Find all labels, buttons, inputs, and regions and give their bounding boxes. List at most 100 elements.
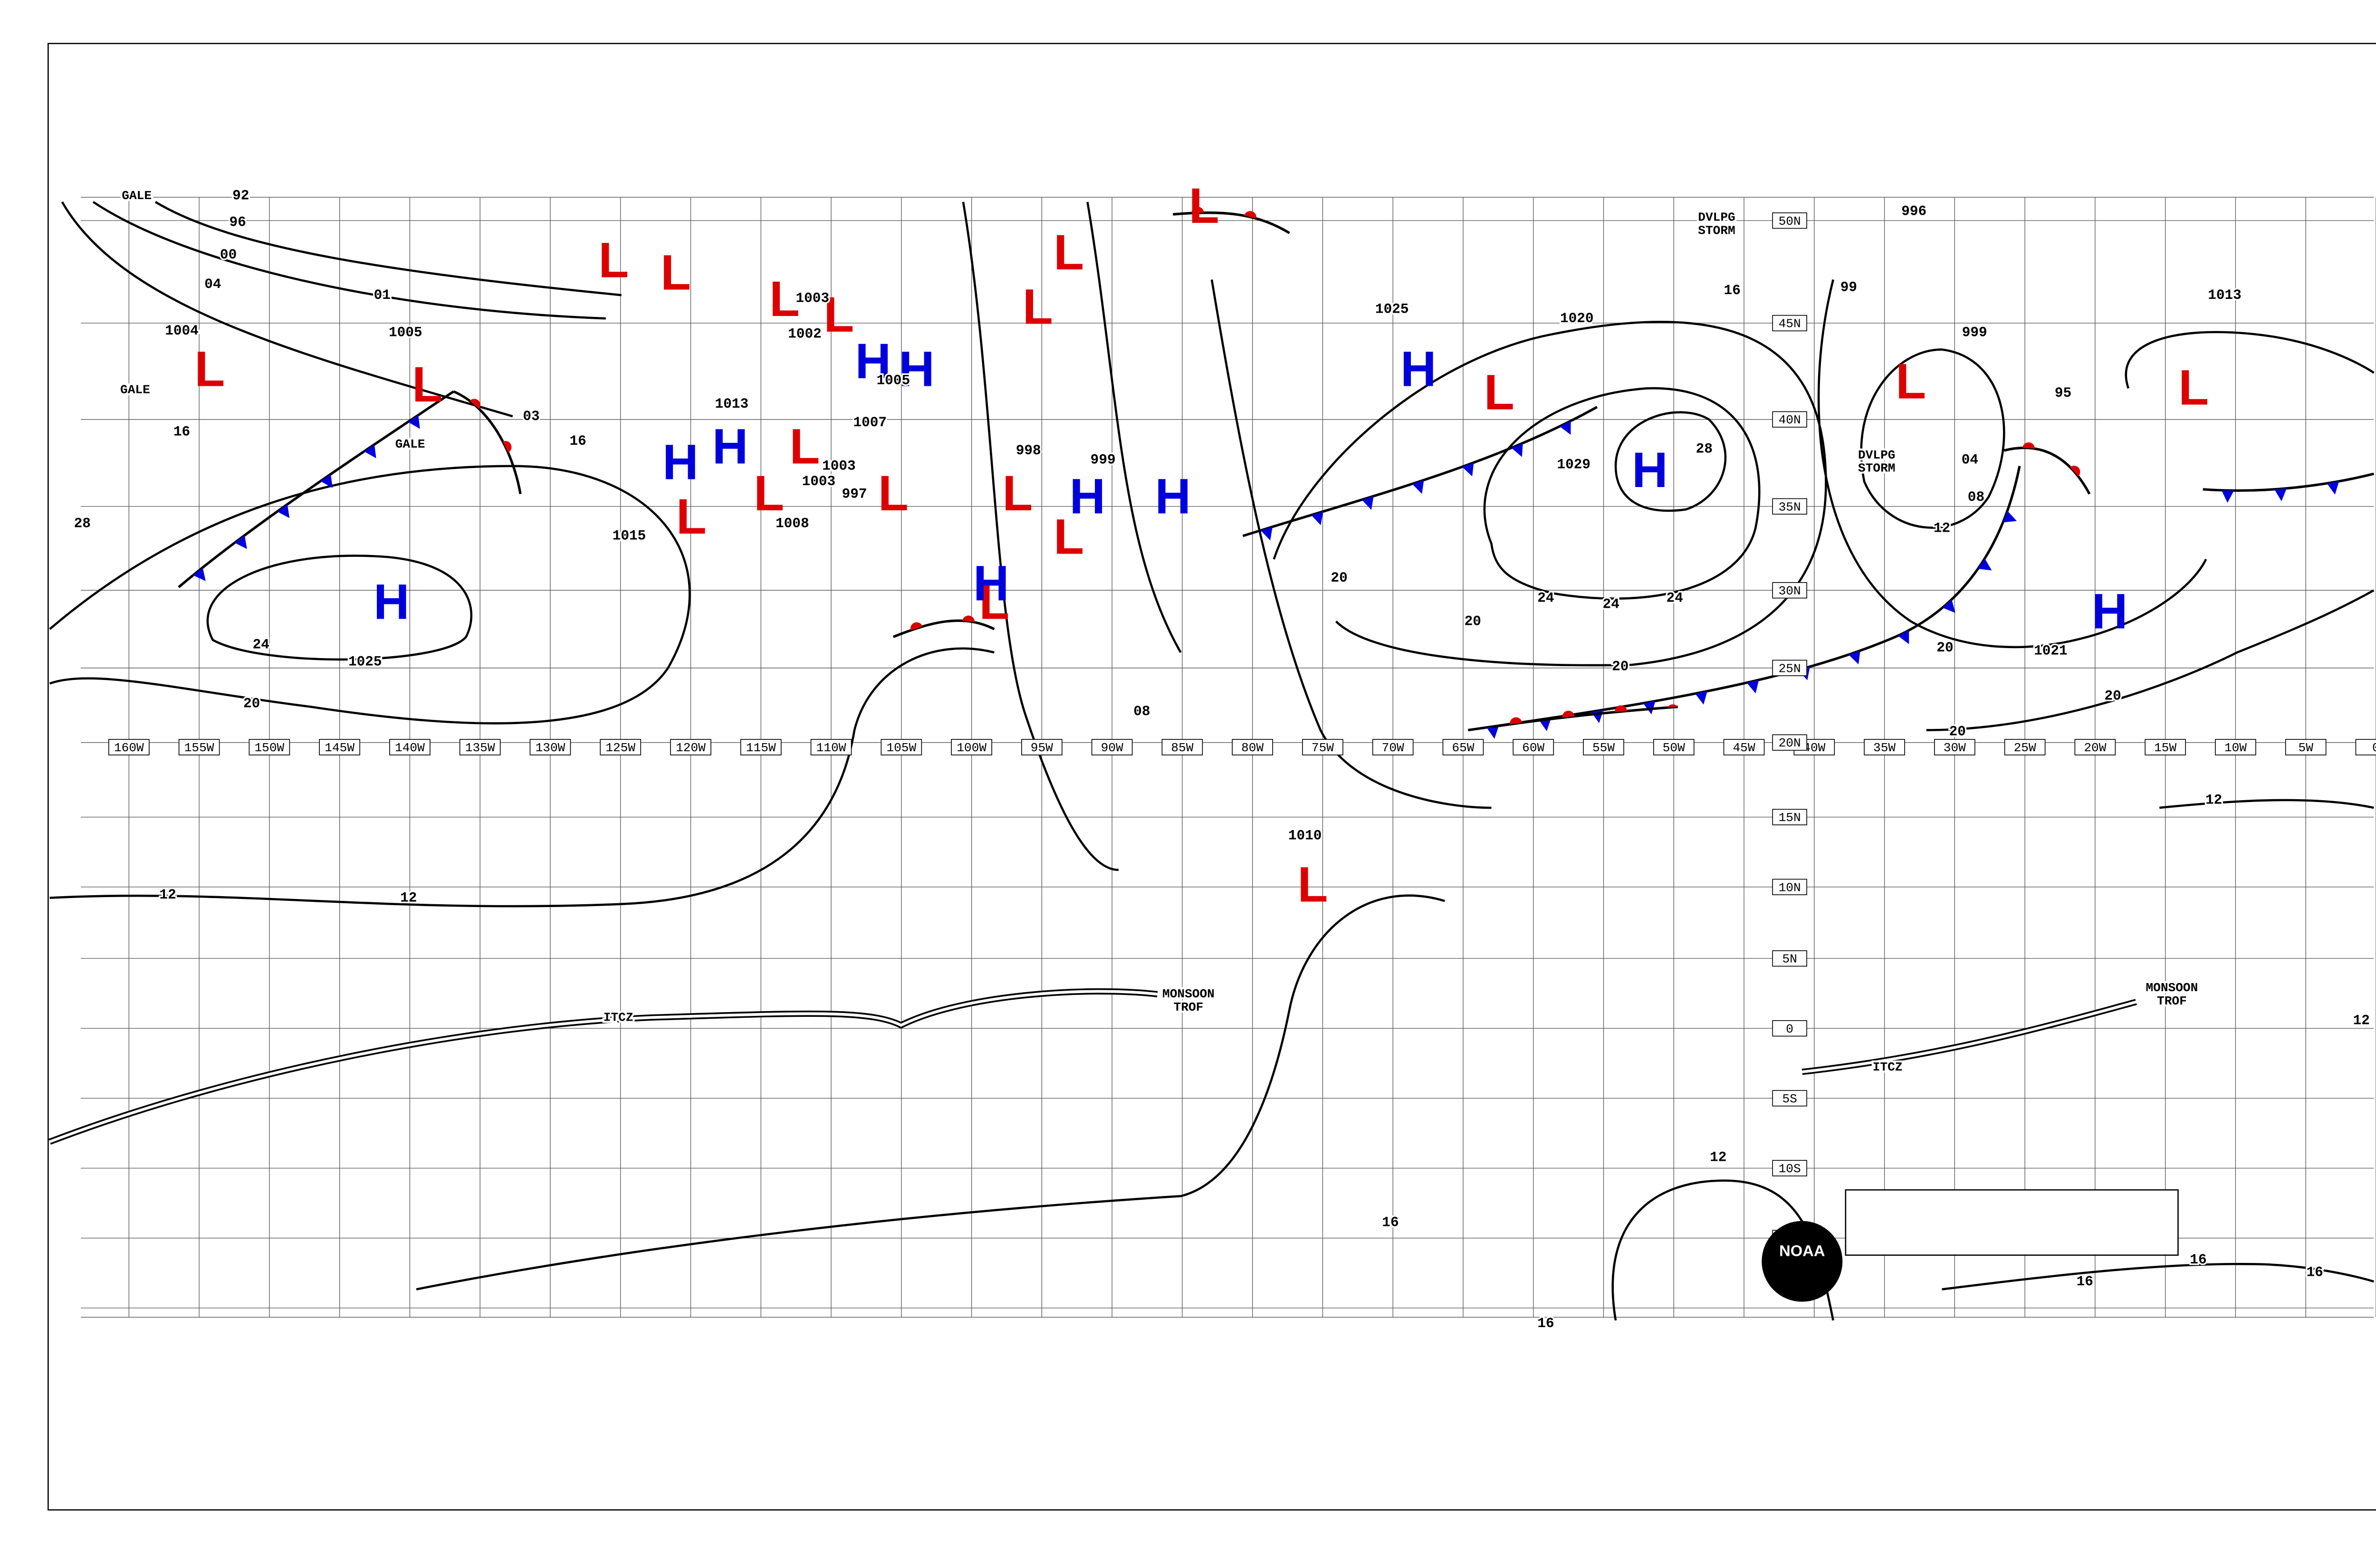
lon-label-box bbox=[670, 739, 711, 755]
lat-label-box bbox=[1772, 879, 1807, 895]
isobar-label: 20 bbox=[243, 696, 260, 712]
annotation: TROF bbox=[1174, 1000, 1204, 1014]
lon-label-box bbox=[1232, 739, 1273, 755]
isobars bbox=[49, 201, 2375, 1321]
pressure-center: L bbox=[598, 232, 629, 288]
lat-label-box bbox=[1772, 498, 1807, 515]
isobar-label: 20 bbox=[1949, 724, 1966, 740]
isobar-label: 20 bbox=[1612, 659, 1629, 674]
lon-label: 95W bbox=[1031, 741, 1053, 755]
cold-front bbox=[178, 390, 455, 588]
isobar bbox=[1942, 1262, 2375, 1291]
front-barb bbox=[1897, 630, 1909, 644]
front-barb bbox=[1746, 679, 1759, 694]
isobar-label: 08 bbox=[1968, 489, 1984, 505]
lat-label: 35N bbox=[1779, 500, 1801, 514]
isobar-label: 20 bbox=[1936, 640, 1953, 656]
front-barb bbox=[193, 567, 206, 581]
isobar-label: 00 bbox=[220, 247, 237, 263]
lon-label-box bbox=[810, 739, 852, 755]
pressure-center: H bbox=[973, 555, 1009, 611]
lat-label-box bbox=[1772, 411, 1807, 428]
isobar bbox=[61, 201, 622, 418]
lat-label-box bbox=[1772, 809, 1807, 825]
isobar bbox=[2125, 331, 2375, 389]
lon-label-box bbox=[1934, 739, 1975, 755]
annotation: GALE bbox=[395, 437, 425, 451]
front-barb bbox=[1412, 480, 1424, 494]
front-barb bbox=[1311, 511, 1323, 526]
annotation: GALE bbox=[122, 189, 152, 203]
isobar-label: 16 bbox=[2077, 1274, 2093, 1290]
isobar-label: 1025 bbox=[348, 654, 382, 669]
isobar-label: 24 bbox=[1603, 597, 1619, 612]
lat-label: 50N bbox=[1779, 214, 1801, 229]
isobar-label: 1005 bbox=[389, 325, 422, 340]
pressure-center: L bbox=[2178, 360, 2209, 415]
lon-label-box bbox=[740, 739, 782, 755]
lon-label-box bbox=[1653, 739, 1695, 755]
warm-front bbox=[2003, 447, 2091, 495]
front-barb bbox=[1462, 462, 1474, 477]
pressure-center: H bbox=[712, 419, 748, 475]
isobar-label: 16 bbox=[1537, 1316, 1554, 1331]
lon-label-box bbox=[249, 739, 290, 755]
itcz-band-inner bbox=[1801, 1000, 2136, 1073]
isobar-label: 1002 bbox=[788, 326, 822, 342]
lat-label-box bbox=[1772, 582, 1807, 599]
isobar-label: 08 bbox=[1133, 704, 1150, 719]
annotation: MONSOON bbox=[2146, 981, 2198, 995]
isobar bbox=[1614, 411, 1727, 512]
isobar-label: 1020 bbox=[1560, 311, 1594, 326]
pressure-center: L bbox=[1002, 466, 1033, 521]
isobar-label: 20 bbox=[2105, 688, 2121, 704]
pressure-center: H bbox=[2092, 583, 2128, 639]
isobar-label: 24 bbox=[1537, 590, 1554, 606]
itcz bbox=[48, 988, 2137, 1145]
pressure-center: L bbox=[1023, 279, 1053, 335]
lat-label: 40N bbox=[1779, 413, 1801, 427]
lon-label: 15W bbox=[2154, 741, 2176, 755]
isobar-label: 03 bbox=[523, 409, 539, 424]
front-barb bbox=[1510, 717, 1523, 725]
lon-label: 100W bbox=[957, 741, 987, 755]
isobar-label: 12 bbox=[1710, 1149, 1726, 1165]
lon-label-box bbox=[1302, 739, 1343, 755]
pressure-center: H bbox=[1400, 341, 1437, 397]
warm-front bbox=[453, 390, 522, 495]
front-barb bbox=[1667, 704, 1678, 708]
isobar-label: 16 bbox=[2307, 1264, 2323, 1280]
front-barb bbox=[469, 399, 481, 409]
lon-label-box bbox=[1021, 739, 1063, 755]
pressure-center: L bbox=[1896, 354, 1926, 409]
front-barb bbox=[2022, 442, 2035, 449]
pressure-center: H bbox=[1632, 442, 1668, 498]
lat-label-box bbox=[1772, 950, 1807, 967]
isobar-label: 1025 bbox=[1375, 301, 1409, 317]
lon-label: 105W bbox=[886, 741, 916, 755]
lat-label-box bbox=[1772, 1090, 1807, 1107]
front-barb bbox=[2002, 511, 2017, 523]
pressure-center: L bbox=[1484, 364, 1514, 420]
lat-label: 5N bbox=[1782, 952, 1797, 966]
isobar-label: 28 bbox=[74, 516, 91, 532]
front-barb bbox=[2274, 488, 2287, 501]
isobar-label: 16 bbox=[1382, 1215, 1399, 1231]
lat-label: 25N bbox=[1779, 661, 1801, 676]
pressure-center: H bbox=[1155, 468, 1191, 524]
pressure-center: L bbox=[754, 466, 784, 521]
logo-text: NOAA bbox=[1779, 1242, 1825, 1260]
lon-label: 45W bbox=[1733, 741, 1755, 755]
lon-label-box bbox=[2145, 739, 2186, 755]
lon-label: 20W bbox=[2084, 741, 2106, 755]
lon-label-box bbox=[881, 739, 922, 755]
isobar bbox=[2159, 799, 2374, 809]
pressure-center: H bbox=[899, 341, 935, 397]
lat-label: 0 bbox=[1786, 1022, 1793, 1036]
lon-label: 145W bbox=[325, 741, 354, 755]
lon-label-box bbox=[389, 739, 431, 755]
front-barb bbox=[320, 474, 333, 488]
front-barb bbox=[1849, 650, 1860, 665]
